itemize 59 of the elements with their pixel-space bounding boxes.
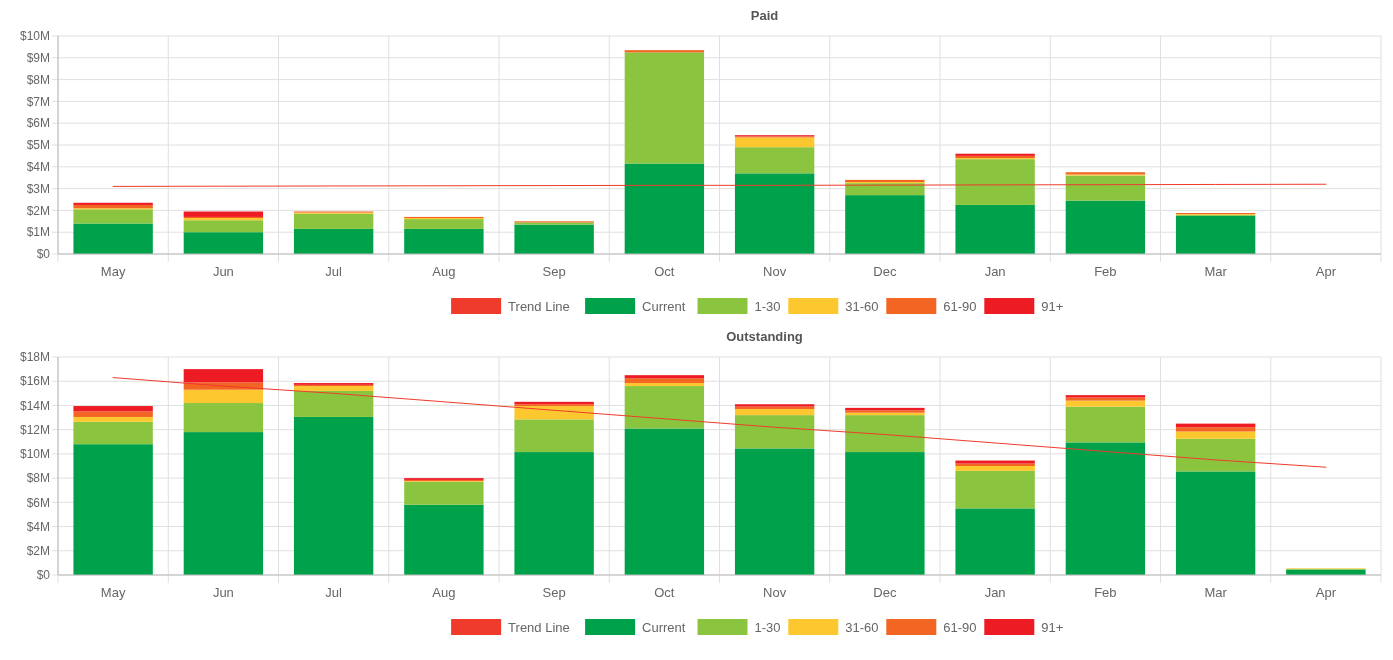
legend-label: 1-30 [754, 298, 781, 314]
x-tick-label: Jul [325, 264, 343, 279]
legend-label: Current [642, 298, 686, 314]
x-tick-label: Mar [1204, 264, 1228, 279]
y-tick-label: $18M [19, 350, 50, 365]
y-tick-label: $0 [36, 568, 51, 583]
y-tick-label: $5M [26, 138, 50, 153]
x-tick-label: Feb [1094, 264, 1117, 279]
x-tick-label: Jul [325, 585, 343, 600]
x-tick-label: Oct [654, 264, 675, 279]
x-tick-label: Sep [542, 585, 566, 600]
x-tick-label: Oct [654, 585, 675, 600]
y-tick-label: $10M [19, 29, 50, 44]
y-tick-label: $9M [26, 51, 50, 65]
y-tick-label: $1M [26, 225, 50, 240]
legend-label: Trend Line [508, 298, 570, 314]
x-tick-label: Feb [1094, 585, 1117, 600]
y-tick-label: $8M [26, 72, 50, 87]
x-tick-label: Nov [763, 585, 787, 600]
chart-title: Outstanding [726, 329, 803, 344]
x-tick-label: Aug [432, 585, 456, 600]
x-tick-label: May [100, 264, 126, 279]
y-tick-label: $10M [19, 447, 50, 462]
y-tick-label: $14M [19, 398, 50, 413]
y-tick-label: $4M [26, 519, 50, 534]
y-tick-label: $12M [19, 422, 50, 437]
legend-label: 61-90 [943, 298, 977, 314]
y-tick-label: $8M [26, 471, 50, 486]
y-tick-label: $7M [26, 94, 50, 109]
legend-label: 91+ [1041, 619, 1064, 635]
x-tick-label: Dec [873, 585, 897, 600]
x-tick-label: Dec [873, 264, 897, 279]
x-tick-label: Jan [984, 585, 1006, 600]
chart-title: Paid [750, 8, 779, 23]
legend-label: 31-60 [845, 619, 879, 635]
x-tick-label: Sep [542, 264, 566, 279]
y-tick-label: $2M [26, 543, 50, 558]
y-tick-label: $16M [19, 374, 50, 389]
x-tick-label: Apr [1315, 264, 1337, 279]
y-tick-label: $4M [26, 160, 50, 174]
x-tick-label: Mar [1204, 585, 1228, 600]
x-tick-label: Jun [212, 585, 234, 600]
y-tick-label: $6M [26, 116, 50, 131]
x-tick-label: Apr [1315, 585, 1337, 600]
x-tick-label: Jun [212, 264, 234, 279]
legend-label: Current [642, 619, 686, 635]
legend-label: 1-30 [754, 619, 781, 635]
x-tick-label: Nov [763, 264, 787, 279]
legend-label: 91+ [1041, 298, 1064, 314]
legend-label: 61-90 [943, 619, 977, 635]
legend-label: 31-60 [845, 298, 879, 314]
x-tick-label: Jan [984, 264, 1006, 279]
y-tick-label: $6M [26, 495, 50, 510]
x-tick-label: Aug [432, 264, 456, 279]
x-tick-label: May [100, 585, 126, 600]
y-tick-label: $0 [36, 247, 51, 262]
legend-label: Trend Line [508, 619, 570, 635]
y-tick-label: $2M [26, 203, 50, 218]
y-tick-label: $3M [26, 181, 50, 196]
